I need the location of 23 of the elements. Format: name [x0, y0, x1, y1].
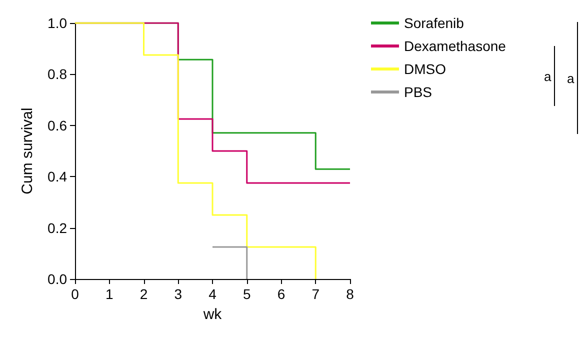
x-tick-label: 4	[208, 286, 217, 302]
x-tick-label: 6	[277, 286, 286, 302]
x-tick-label: 8	[346, 286, 354, 302]
y-tick-label: 0.4	[48, 168, 68, 185]
y-tick-label: 0.8	[48, 66, 68, 82]
x-axis-title: wk	[202, 306, 222, 323]
legend-label: Dexamethasone	[404, 38, 506, 54]
legend-label: PBS	[404, 84, 432, 100]
y-tick-label: 0.6	[48, 117, 68, 134]
y-tick-label: 0.2	[48, 220, 68, 236]
x-tick-label: 1	[105, 286, 114, 302]
x-tick-label: 5	[242, 286, 251, 302]
text: a	[544, 68, 552, 84]
y-tick-label: 0.0	[48, 271, 68, 287]
x-tick-label: 2	[140, 286, 148, 302]
x-tick-label: 0	[71, 286, 80, 302]
x-tick-label: 3	[174, 286, 182, 302]
y-axis-title: Cum survival	[19, 108, 36, 194]
legend-label: DMSO	[404, 61, 446, 77]
y-tick-label: 1.0	[48, 15, 68, 31]
legend-label: Sorafenib	[404, 15, 464, 31]
x-tick-label: 7	[312, 286, 320, 302]
text: a	[567, 70, 574, 86]
